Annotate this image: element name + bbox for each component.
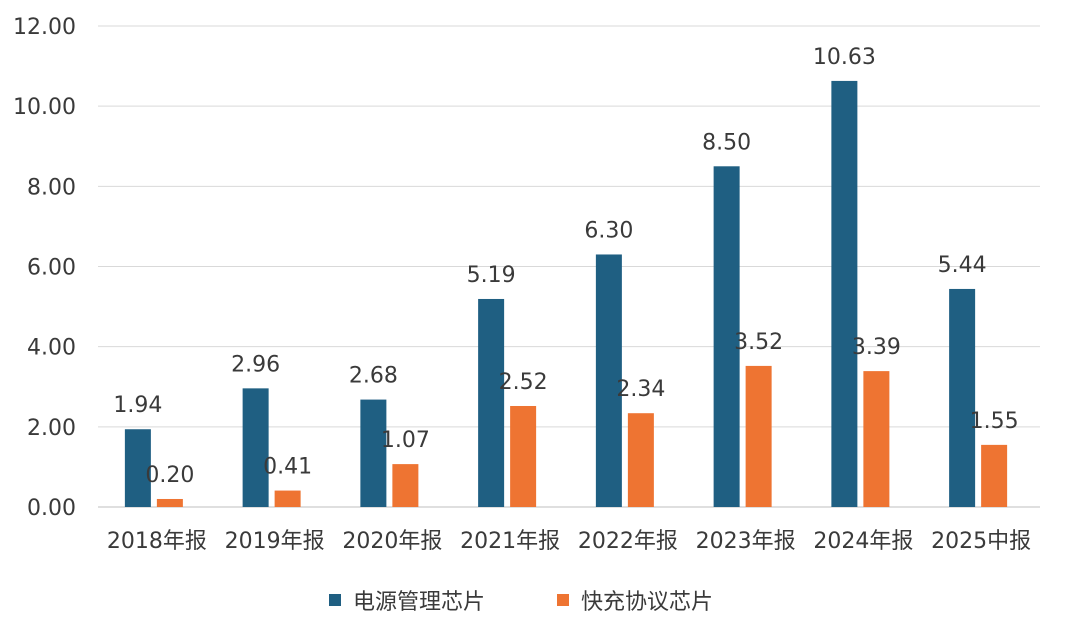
bar-fast-charge-6 [863, 371, 890, 507]
legend: 电源管理芯片 快充协议芯片 [329, 590, 713, 615]
bars [124, 80, 1008, 507]
bar-fast-charge-2 [392, 464, 419, 507]
x-tick-label: 2025中报 [931, 529, 1031, 554]
legend-label-power-management: 电源管理芯片 [353, 590, 485, 615]
data-label-power-management-3: 5.19 [467, 263, 516, 288]
y-tick-label: 2.00 [27, 416, 76, 441]
bar-fast-charge-7 [981, 444, 1008, 507]
data-label-power-management-2: 2.68 [349, 364, 398, 389]
x-tick-label: 2018年报 [107, 529, 207, 554]
y-axis-ticks: 0.00 2.00 4.00 6.00 8.00 10.00 12.00 [13, 15, 76, 521]
bar-power-management-6 [831, 80, 858, 507]
bar-power-management-7 [949, 288, 976, 507]
data-label-fast-charge-5: 3.52 [734, 330, 783, 355]
y-tick-label: 12.00 [13, 15, 76, 40]
y-tick-label: 10.00 [13, 95, 76, 120]
data-label-fast-charge-2: 1.07 [381, 428, 430, 453]
data-label-fast-charge-7: 1.55 [970, 409, 1019, 434]
data-labels: 1.94 0.20 2.96 0.41 2.68 1.07 5.19 2.52 6.30 2.34… [113, 45, 1018, 488]
bar-fast-charge-1 [274, 490, 301, 507]
bar-power-management-5 [713, 166, 740, 507]
legend-label-fast-charge: 快充协议芯片 [581, 590, 713, 615]
y-tick-label: 0.00 [27, 496, 76, 521]
x-tick-label: 2021年报 [460, 529, 560, 554]
data-label-power-management-7: 5.44 [938, 253, 987, 278]
data-label-power-management-6: 10.63 [813, 45, 876, 70]
data-label-fast-charge-0: 0.20 [145, 463, 194, 488]
bar-fast-charge-0 [156, 498, 183, 507]
bar-fast-charge-4 [627, 413, 654, 507]
legend-swatch-power-management [329, 594, 341, 606]
bar-fast-charge-3 [510, 405, 537, 507]
data-label-power-management-1: 2.96 [231, 352, 280, 377]
data-label-fast-charge-6: 3.39 [852, 335, 901, 360]
x-axis-ticks: 2018年报 2019年报 2020年报 2021年报 2022年报 2023年报 2024… [107, 529, 1031, 554]
data-label-fast-charge-4: 2.34 [616, 377, 665, 402]
bar-power-management-2 [360, 399, 387, 507]
x-tick-label: 2024年报 [813, 529, 913, 554]
x-tick-label: 2020年报 [342, 529, 442, 554]
data-label-power-management-5: 8.50 [702, 130, 751, 155]
y-tick-label: 4.00 [27, 336, 76, 361]
bar-fast-charge-5 [745, 365, 772, 507]
x-tick-label: 2022年报 [578, 529, 678, 554]
bar-power-management-4 [595, 254, 622, 507]
data-label-power-management-4: 6.30 [584, 218, 633, 243]
data-label-fast-charge-3: 2.52 [499, 370, 548, 395]
bar-power-management-3 [478, 298, 505, 507]
y-tick-label: 6.00 [27, 256, 76, 281]
x-tick-label: 2023年报 [696, 529, 796, 554]
bar-power-management-1 [242, 388, 269, 507]
gridlines [98, 25, 1040, 508]
legend-swatch-fast-charge [557, 594, 569, 606]
x-tick-label: 2019年报 [225, 529, 325, 554]
data-label-power-management-0: 1.94 [113, 393, 162, 418]
y-tick-label: 8.00 [27, 175, 76, 200]
bar-power-management-0 [124, 429, 151, 507]
data-label-fast-charge-1: 0.41 [263, 455, 312, 480]
